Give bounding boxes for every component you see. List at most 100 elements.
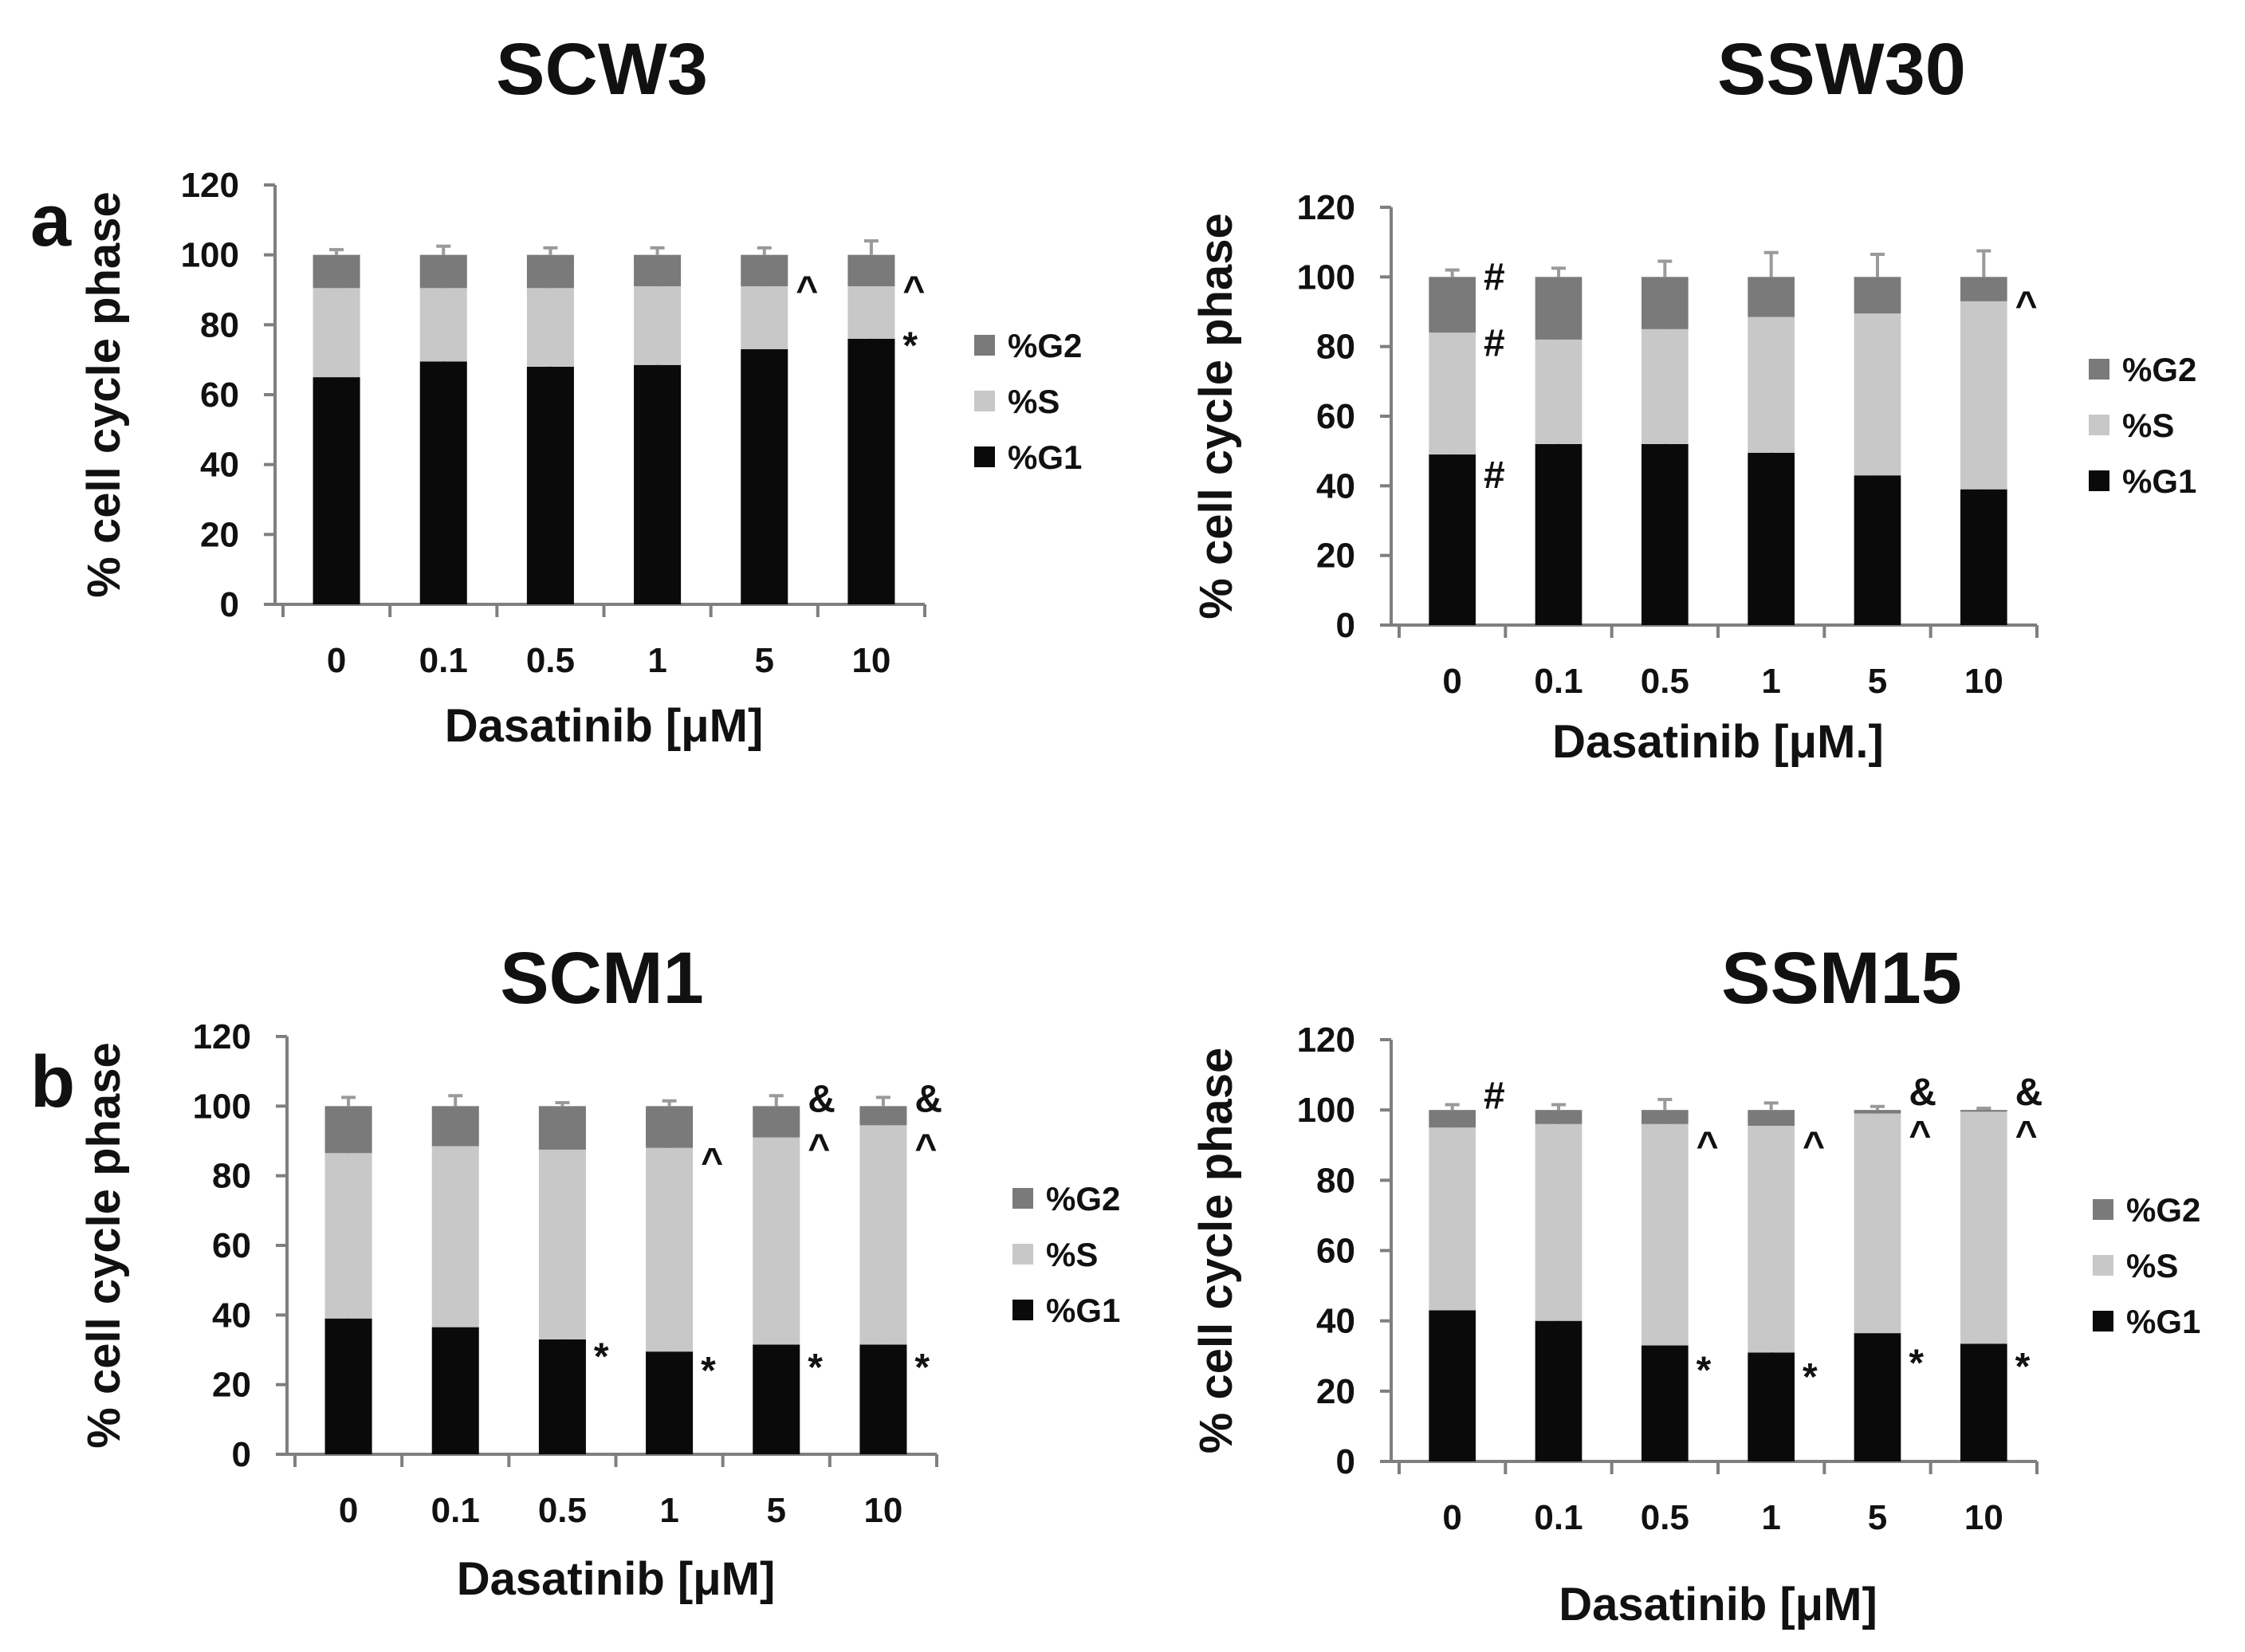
- y-tick-label: 100: [181, 236, 239, 275]
- bar-g1-0: [1429, 1310, 1476, 1461]
- bar-s-0.1: [419, 288, 467, 362]
- x-tick-label: 1: [659, 1491, 678, 1530]
- bar-g2-10: [1960, 277, 2007, 301]
- y-tick-label: 40: [212, 1296, 251, 1335]
- bar-s-5: [741, 286, 788, 350]
- legend-swatch-g1: [1012, 1300, 1033, 1320]
- x-axis-label: Dasatinib [μM.]: [1552, 716, 1884, 768]
- bar-g2-0: [324, 1106, 372, 1154]
- x-tick-label: 5: [1868, 1498, 1887, 1537]
- legend-label-s: %S: [1008, 383, 1060, 420]
- bar-g2-0: [1429, 277, 1476, 333]
- legend-label-g2: %G2: [2126, 1191, 2200, 1229]
- x-tick-label: 5: [755, 641, 774, 680]
- bar-s-0.5: [1641, 328, 1689, 444]
- x-tick-label: 0.5: [538, 1491, 587, 1530]
- x-tick-label: 0.5: [526, 641, 575, 680]
- significance-marker: ^: [1909, 1114, 1931, 1156]
- legend-swatch-g2: [2089, 359, 2109, 380]
- significance-marker: ^: [2015, 284, 2038, 326]
- x-tick-label: 5: [1868, 662, 1887, 701]
- bar-g2-0.5: [1641, 1110, 1689, 1124]
- x-tick-label: 5: [767, 1491, 786, 1530]
- bar-g1-5: [753, 1344, 800, 1454]
- chart-title: SCM1: [500, 938, 704, 1019]
- significance-marker: ^: [914, 1127, 937, 1170]
- y-tick-label: 80: [1316, 328, 1355, 367]
- legend-label-g1: %G1: [1008, 439, 1082, 476]
- x-tick-label: 0.1: [431, 1491, 480, 1530]
- bar-g2-1: [1748, 277, 1795, 317]
- significance-marker: #: [1484, 322, 1505, 364]
- bar-g2-1: [646, 1106, 694, 1148]
- bar-g1-0: [313, 377, 360, 604]
- y-tick-label: 60: [1316, 1232, 1355, 1271]
- legend-swatch-s: [2089, 415, 2109, 435]
- bar-g2-0.1: [1535, 277, 1583, 340]
- bar-s-1: [1748, 1126, 1795, 1353]
- significance-marker: *: [1803, 1356, 1818, 1398]
- significance-marker: *: [808, 1347, 823, 1389]
- bar-g2-0.1: [431, 1106, 479, 1147]
- legend-swatch-g2: [974, 335, 995, 356]
- bar-s-0: [313, 288, 360, 378]
- bar-g2-0.1: [1535, 1110, 1583, 1124]
- bar-g2-1: [634, 254, 682, 287]
- legend-swatch-g1: [974, 446, 995, 467]
- significance-marker: #: [1484, 1076, 1505, 1118]
- bar-g2-10: [1960, 1110, 2007, 1112]
- legend-label-g1: %G1: [1046, 1292, 1120, 1329]
- bar-g1-0: [1429, 454, 1476, 625]
- y-axis-label: % cell cycle phase: [1190, 1048, 1242, 1453]
- y-tick-label: 120: [1297, 188, 1355, 227]
- bar-s-10: [1960, 1111, 2007, 1344]
- bar-g2-5: [1854, 277, 1901, 314]
- chart-ssm15: SSM15 % cell cycle phase 0 20 40 60 80 100 120 0 0…: [1190, 938, 2200, 1630]
- bar-g1-5: [741, 349, 788, 604]
- y-tick-label: 80: [1316, 1161, 1355, 1200]
- x-axis-label: Dasatinib [μM]: [457, 1553, 776, 1605]
- bar-s-0.1: [1535, 1123, 1583, 1321]
- x-tick-label: 1: [647, 641, 666, 680]
- bar-g2-5: [753, 1106, 800, 1138]
- bar-s-0: [1429, 332, 1476, 455]
- bar-s-0.5: [538, 1149, 586, 1339]
- x-tick-label: 0: [339, 1491, 358, 1530]
- legend-label-g2: %G2: [1046, 1180, 1120, 1217]
- x-tick-label: 0.1: [1534, 662, 1583, 701]
- y-tick-label: 20: [212, 1366, 251, 1405]
- legend-swatch-g2: [1012, 1188, 1033, 1209]
- x-tick-label: 1: [1761, 1498, 1780, 1537]
- bar-g2-0: [1429, 1110, 1476, 1128]
- significance-marker: &: [2015, 1072, 2043, 1114]
- significance-marker: ^: [796, 269, 818, 312]
- bar-g1-0.5: [1641, 443, 1689, 625]
- significance-marker: ^: [808, 1127, 830, 1170]
- x-tick-label: 0.5: [1641, 662, 1689, 701]
- y-tick-label: 20: [200, 515, 239, 554]
- significance-marker: ^: [902, 269, 925, 312]
- bar-g1-0.1: [431, 1327, 479, 1454]
- legend-label-g1: %G1: [2126, 1303, 2200, 1340]
- y-tick-label: 40: [1316, 1302, 1355, 1341]
- bar-s-0.5: [526, 288, 574, 367]
- chart-title: SCW3: [496, 29, 708, 110]
- significance-marker: *: [902, 325, 918, 368]
- bar-s-10: [859, 1125, 907, 1345]
- bar-g1-0.5: [526, 366, 574, 604]
- y-tick-label: 100: [1297, 1091, 1355, 1130]
- significance-marker: ^: [1803, 1124, 1825, 1166]
- bar-s-1: [646, 1147, 694, 1352]
- bar-g1-0: [324, 1318, 372, 1454]
- significance-marker: *: [701, 1350, 716, 1392]
- bar-g1-10: [847, 338, 895, 604]
- legend-label-g2: %G2: [2122, 351, 2196, 388]
- bar-s-5: [1854, 1113, 1901, 1334]
- bar-s-0.1: [431, 1146, 479, 1328]
- bar-g2-0.5: [1641, 277, 1689, 329]
- legend-label-s: %S: [2126, 1247, 2178, 1284]
- bar-s-10: [847, 286, 895, 339]
- legend-label-g2: %G2: [1008, 327, 1082, 364]
- significance-marker: ^: [701, 1141, 723, 1183]
